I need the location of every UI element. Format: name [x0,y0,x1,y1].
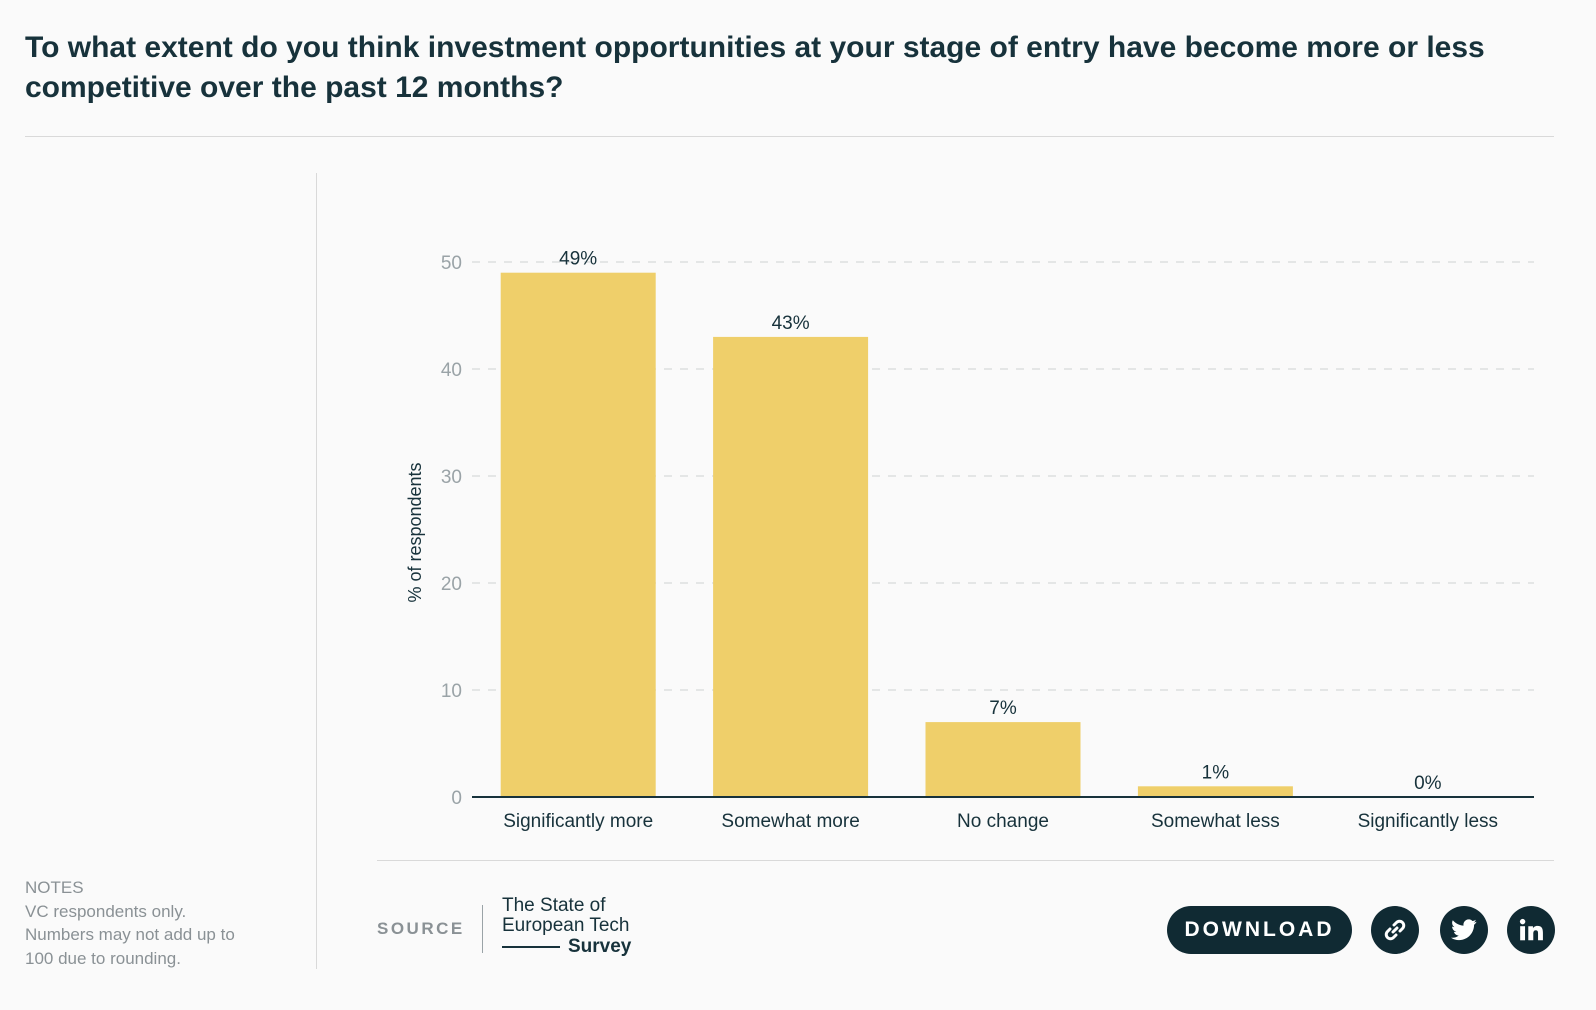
page-title: To what extent do you think investment o… [25,31,1485,104]
footer-divider [377,860,1554,861]
y-tick-label: 40 [441,360,462,381]
x-tick-label: Somewhat more [721,811,859,832]
notes-line: 100 due to rounding. [25,948,181,968]
y-axis-label: % of respondents [405,462,425,602]
bar-chart: 0 10 20 30 40 50 % of respondents 49% Significan… [405,249,1534,832]
data-label: 49% [559,249,597,270]
bar [1137,786,1293,797]
bar [500,272,656,797]
y-tick-label: 10 [441,681,462,702]
logo-line-2: European Tech [502,915,630,936]
sidebar-divider [316,173,317,969]
twitter-share-button[interactable] [1440,906,1488,954]
twitter-icon [1451,919,1477,941]
y-tick-label: 20 [441,574,462,595]
data-label: 1% [1202,762,1230,783]
linkedin-share-button[interactable] [1507,906,1555,954]
logo-rule [502,946,560,948]
data-label: 7% [989,698,1017,719]
x-tick-label: Significantly more [503,811,653,832]
y-tick-label: 50 [441,253,462,274]
x-tick-label: No change [957,811,1049,832]
x-tick-label: Significantly less [1358,811,1498,832]
y-tick-label: 30 [441,467,462,488]
data-label: 43% [772,313,810,334]
link-icon [1384,919,1406,941]
y-tick-label: 0 [451,788,462,809]
logo-line-1: The State of [502,895,606,916]
source-label: SOURCE [377,919,465,938]
data-label: 0% [1414,773,1442,794]
linkedin-icon [1519,918,1543,941]
x-tick-label: Somewhat less [1151,811,1280,832]
copy-link-button[interactable] [1371,906,1419,954]
download-button[interactable]: DOWNLOAD [1167,906,1352,954]
bar [713,336,869,797]
source-separator [482,905,483,953]
survey-logo: The State of European Tech Survey [502,896,662,958]
notes: NOTES VC respondents only. Numbers may n… [25,876,295,970]
logo-line-3: Survey [568,936,632,957]
title-divider [25,136,1554,137]
bar [925,722,1081,797]
notes-heading: NOTES [25,878,84,897]
notes-line: Numbers may not add up to [25,925,235,944]
notes-line: VC respondents only. [25,901,187,921]
